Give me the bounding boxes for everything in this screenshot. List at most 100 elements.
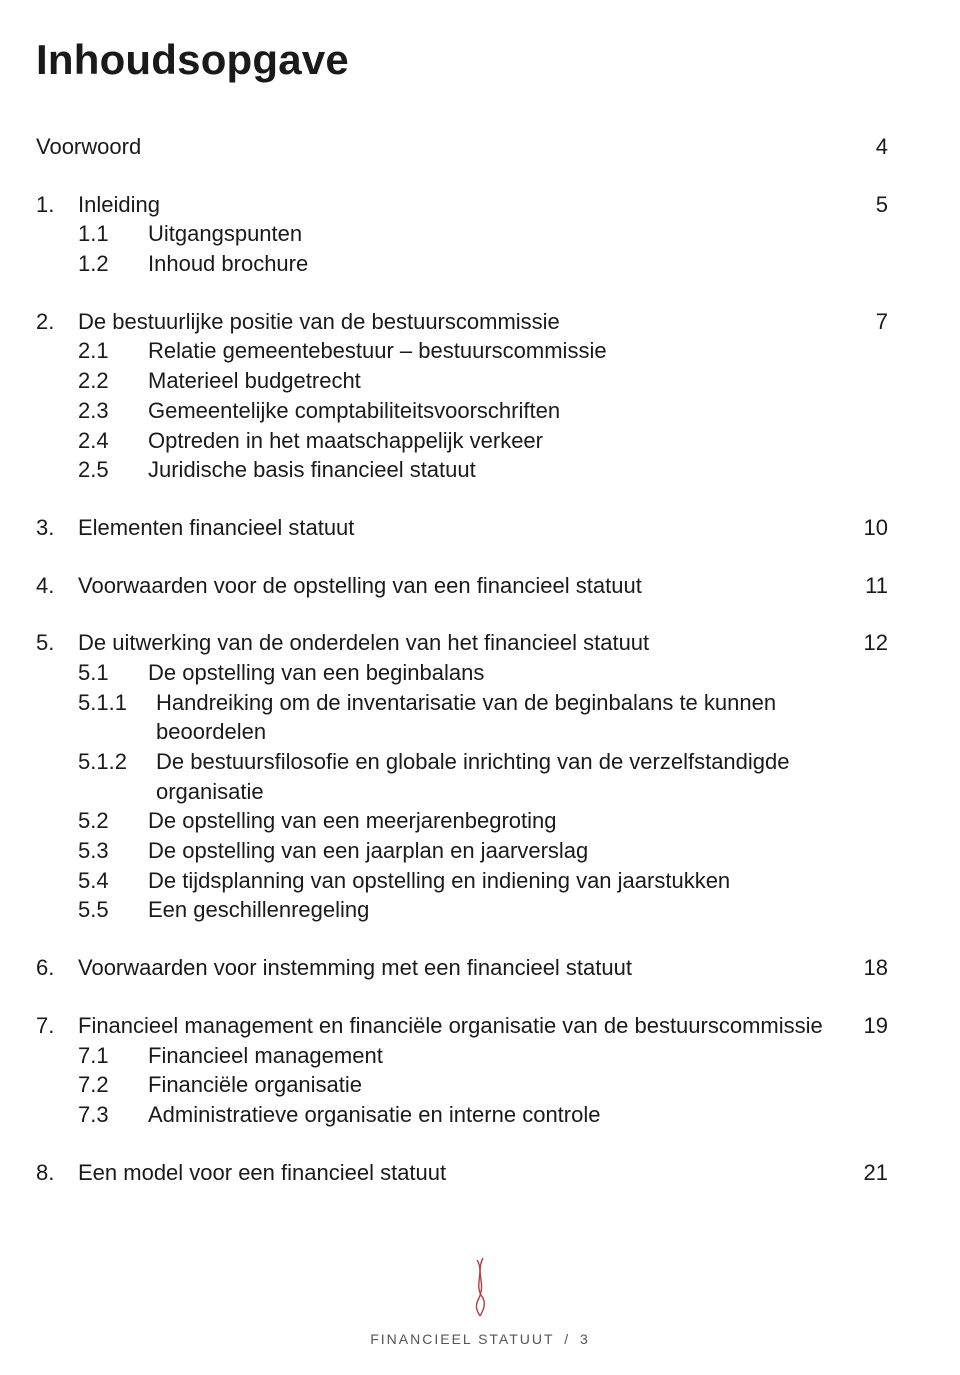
toc-row: 2.3 Gemeentelijke comptabiliteitsvoorsch… (36, 396, 888, 426)
toc-page: 19 (838, 1011, 888, 1041)
toc-section-7: 7. Financieel management en financiële o… (36, 1011, 888, 1130)
toc-page: 21 (838, 1158, 888, 1188)
toc-number: 5.3 (36, 836, 148, 866)
toc-section-6: 6. Voorwaarden voor instemming met een f… (36, 953, 888, 983)
page-footer: FINANCIEEL STATUUT / 3 (0, 1256, 960, 1347)
toc-row: 5.4 De tijdsplanning van opstelling en i… (36, 866, 888, 896)
toc-number: 5.2 (36, 806, 148, 836)
toc-label: Administratieve organisatie en interne c… (148, 1100, 838, 1130)
toc-number: 4. (36, 571, 78, 601)
toc-number: 5.1.2 (36, 747, 156, 777)
toc-row: 2. De bestuurlijke positie van de bestuu… (36, 307, 888, 337)
toc-label: De bestuursfilosofie en globale inrichti… (156, 747, 838, 806)
toc-page: 12 (838, 628, 888, 658)
toc-label: Inleiding (78, 190, 838, 220)
toc-label: Materieel budgetrecht (148, 366, 838, 396)
toc-section-8: 8. Een model voor een financieel statuut… (36, 1158, 888, 1188)
toc-row: 5.1.2 De bestuursfilosofie en globale in… (36, 747, 888, 806)
toc-label: De bestuurlijke positie van de bestuursc… (78, 307, 838, 337)
toc-number: 2.1 (36, 336, 148, 366)
document-page: Inhoudsopgave Voorwoord 4 1. Inleiding 5… (0, 0, 960, 1375)
toc-row: 7.3 Administratieve organisatie en inter… (36, 1100, 888, 1130)
toc-label: Juridische basis financieel statuut (148, 455, 838, 485)
toc-section-5: 5. De uitwerking van de onderdelen van h… (36, 628, 888, 925)
toc-label: Optreden in het maatschappelijk verkeer (148, 426, 838, 456)
toc-label: Voorwaarden voor de opstelling van een f… (78, 571, 838, 601)
toc-number: 6. (36, 953, 78, 983)
toc-number: 2. (36, 307, 78, 337)
toc-row: 8. Een model voor een financieel statuut… (36, 1158, 888, 1188)
toc-number: 5.5 (36, 895, 148, 925)
toc-row: 5.5 Een geschillenregeling (36, 895, 888, 925)
toc-label: De opstelling van een beginbalans (148, 658, 838, 688)
toc-label: De opstelling van een jaarplan en jaarve… (148, 836, 838, 866)
toc-number: 2.3 (36, 396, 148, 426)
footer-text: FINANCIEEL STATUUT / 3 (0, 1331, 960, 1347)
toc-label: De tijdsplanning van opstelling en indie… (148, 866, 838, 896)
toc-row: 2.1 Relatie gemeentebestuur – bestuursco… (36, 336, 888, 366)
toc-label: Financiële organisatie (148, 1070, 838, 1100)
flourish-icon (465, 1256, 495, 1323)
toc-number: 7.3 (36, 1100, 148, 1130)
toc-label: Een geschillenregeling (148, 895, 838, 925)
toc-page: 10 (838, 513, 888, 543)
toc-number: 7. (36, 1011, 78, 1041)
toc-number: 2.2 (36, 366, 148, 396)
toc-label: Gemeentelijke comptabiliteitsvoorschrift… (148, 396, 838, 426)
toc-row: 5. De uitwerking van de onderdelen van h… (36, 628, 888, 658)
toc-number: 8. (36, 1158, 78, 1188)
toc-label: Een model voor een financieel statuut (78, 1158, 838, 1188)
toc-row: 2.4 Optreden in het maatschappelijk verk… (36, 426, 888, 456)
toc-number: 5.1.1 (36, 688, 156, 718)
toc-number: 5.4 (36, 866, 148, 896)
toc-page: 18 (838, 953, 888, 983)
toc-row: 7. Financieel management en financiële o… (36, 1011, 888, 1041)
footer-separator: / (564, 1331, 570, 1347)
toc-row: Voorwoord 4 (36, 132, 888, 162)
toc-number: 5. (36, 628, 78, 658)
toc-number: 1.2 (36, 249, 148, 279)
toc-number: 5.1 (36, 658, 148, 688)
toc-number: 7.2 (36, 1070, 148, 1100)
toc-number: 7.1 (36, 1041, 148, 1071)
toc-label: Financieel management en financiële orga… (78, 1011, 838, 1041)
toc-page: 11 (838, 571, 888, 601)
toc-page: 4 (838, 132, 888, 162)
toc-row: 1. Inleiding 5 (36, 190, 888, 220)
toc-label: De opstelling van een meerjarenbegroting (148, 806, 838, 836)
toc-label: Voorwaarden voor instemming met een fina… (78, 953, 838, 983)
footer-title: FINANCIEEL STATUUT (370, 1331, 554, 1347)
toc-label: Financieel management (148, 1041, 838, 1071)
toc-number: 1. (36, 190, 78, 220)
toc-number: 1.1 (36, 219, 148, 249)
toc-section-1: 1. Inleiding 5 1.1 Uitgangspunten 1.2 In… (36, 190, 888, 279)
toc-row: 5.2 De opstelling van een meerjarenbegro… (36, 806, 888, 836)
toc-label: Handreiking om de inventarisatie van de … (156, 688, 838, 747)
toc-row: 4. Voorwaarden voor de opstelling van ee… (36, 571, 888, 601)
toc-row: 5.1.1 Handreiking om de inventarisatie v… (36, 688, 888, 747)
toc-label: Uitgangspunten (148, 219, 838, 249)
footer-page-number: 3 (580, 1331, 590, 1347)
toc-row: 1.1 Uitgangspunten (36, 219, 888, 249)
toc-row: 1.2 Inhoud brochure (36, 249, 888, 279)
toc-label: Inhoud brochure (148, 249, 838, 279)
toc-section-4: 4. Voorwaarden voor de opstelling van ee… (36, 571, 888, 601)
toc-label: Elementen financieel statuut (78, 513, 838, 543)
toc-page: 7 (838, 307, 888, 337)
table-of-contents: Voorwoord 4 1. Inleiding 5 1.1 Uitgangsp… (36, 132, 888, 1187)
toc-label: De uitwerking van de onderdelen van het … (78, 628, 838, 658)
toc-row: 7.1 Financieel management (36, 1041, 888, 1071)
page-title: Inhoudsopgave (36, 36, 888, 84)
toc-label: Relatie gemeentebestuur – bestuurscommis… (148, 336, 838, 366)
toc-section-2: 2. De bestuurlijke positie van de bestuu… (36, 307, 888, 485)
toc-number: 2.5 (36, 455, 148, 485)
toc-number: 3. (36, 513, 78, 543)
toc-label: Voorwoord (36, 132, 838, 162)
toc-page: 5 (838, 190, 888, 220)
toc-section-voorwoord: Voorwoord 4 (36, 132, 888, 162)
toc-row: 3. Elementen financieel statuut 10 (36, 513, 888, 543)
toc-row: 2.2 Materieel budgetrecht (36, 366, 888, 396)
toc-row: 7.2 Financiële organisatie (36, 1070, 888, 1100)
toc-number: 2.4 (36, 426, 148, 456)
toc-row: 5.3 De opstelling van een jaarplan en ja… (36, 836, 888, 866)
